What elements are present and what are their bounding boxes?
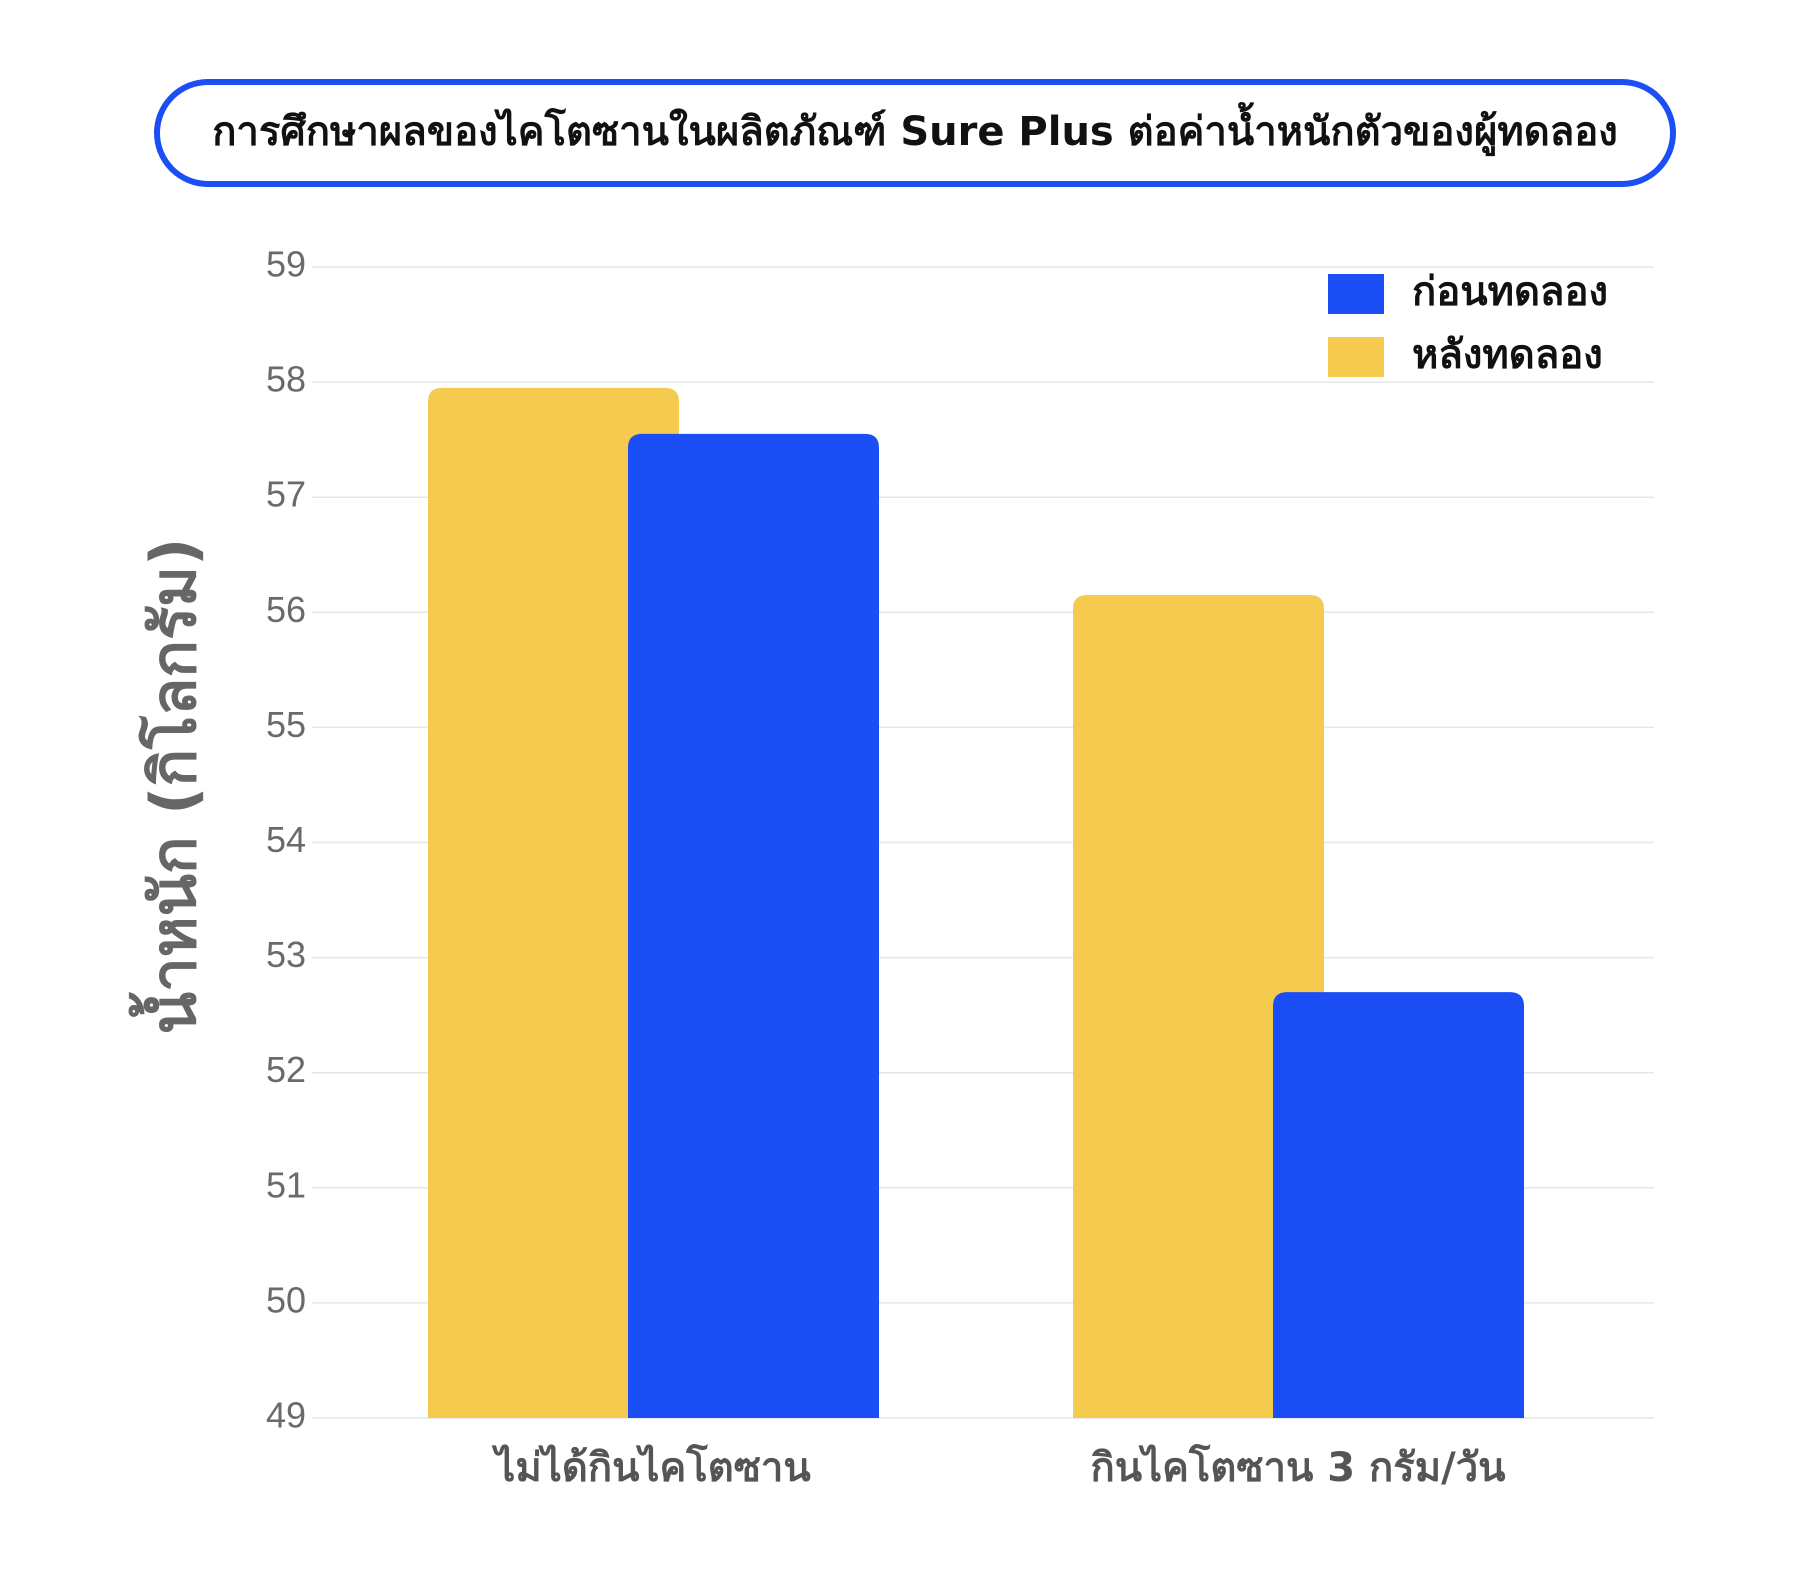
title-box — [154, 79, 1676, 187]
y-tick-label: 51 — [266, 1164, 306, 1205]
bar — [1273, 992, 1524, 1418]
y-tick-label: 52 — [266, 1049, 306, 1090]
legend-swatch — [1328, 337, 1384, 377]
bar — [1073, 595, 1324, 1418]
legend-swatch — [1328, 274, 1384, 314]
y-tick-label: 56 — [266, 589, 306, 630]
legend-label: หลังทดลอง — [1412, 332, 1603, 378]
legend-label: ก่อนทดลอง — [1412, 269, 1608, 315]
x-tick-label: ไม่ได้กินไคโตซาน — [491, 1444, 810, 1491]
x-tick-label: กินไคโตซาน 3 กรัม/วัน — [1090, 1444, 1505, 1491]
y-tick-label: 49 — [266, 1395, 306, 1436]
bar — [628, 433, 879, 1418]
bar — [428, 387, 679, 1419]
chart-title: การศึกษาผลของไคโตซานในผลิตภัณฑ์ Sure Plu… — [212, 102, 1618, 156]
y-tick-label: 50 — [266, 1279, 306, 1320]
y-tick-label: 59 — [266, 244, 306, 285]
y-tick-label: 54 — [266, 819, 306, 860]
y-axis-label: น้ำหนัก (กิโลกรัม) — [128, 538, 210, 1035]
y-tick-label: 58 — [266, 359, 306, 400]
y-tick-label: 55 — [266, 704, 306, 745]
y-tick-label: 53 — [266, 934, 306, 975]
y-tick-label: 57 — [266, 474, 306, 515]
